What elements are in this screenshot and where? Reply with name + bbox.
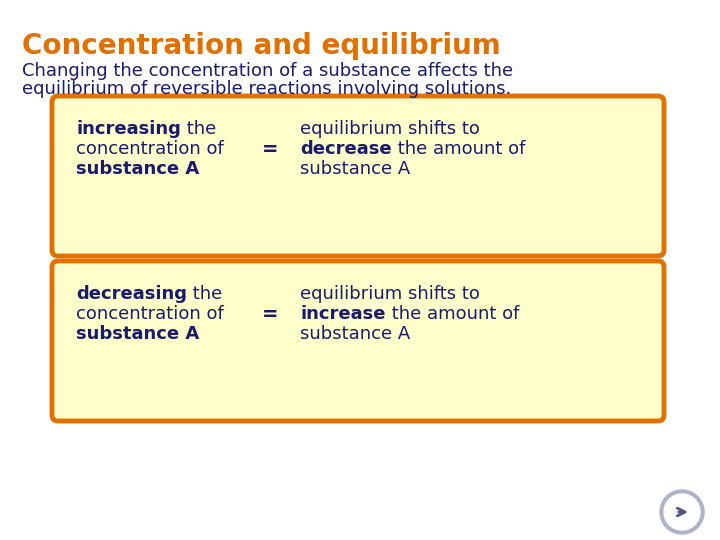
Text: concentration of: concentration of — [76, 305, 224, 323]
Text: substance A: substance A — [300, 160, 410, 178]
Text: =: = — [262, 140, 278, 159]
Text: the: the — [181, 120, 216, 138]
Text: =: = — [262, 305, 278, 324]
Text: substance A: substance A — [76, 325, 199, 343]
Text: the amount of: the amount of — [392, 140, 525, 158]
Text: the: the — [187, 285, 222, 303]
Text: Concentration and equilibrium: Concentration and equilibrium — [22, 32, 500, 60]
Text: equilibrium shifts to: equilibrium shifts to — [300, 285, 480, 303]
Text: the amount of: the amount of — [385, 305, 519, 323]
Text: substance A: substance A — [76, 160, 199, 178]
Text: equilibrium shifts to: equilibrium shifts to — [300, 120, 480, 138]
Text: decrease: decrease — [300, 140, 392, 158]
FancyBboxPatch shape — [52, 96, 664, 256]
Text: decreasing: decreasing — [76, 285, 187, 303]
Text: concentration of: concentration of — [76, 140, 224, 158]
Text: Changing the concentration of a substance affects the: Changing the concentration of a substanc… — [22, 62, 513, 80]
Text: substance A: substance A — [300, 325, 410, 343]
Circle shape — [660, 490, 704, 534]
FancyBboxPatch shape — [52, 261, 664, 421]
Text: increasing: increasing — [76, 120, 181, 138]
Text: equilibrium of reversible reactions involving solutions.: equilibrium of reversible reactions invo… — [22, 80, 511, 98]
Text: increase: increase — [300, 305, 385, 323]
Circle shape — [664, 494, 700, 530]
